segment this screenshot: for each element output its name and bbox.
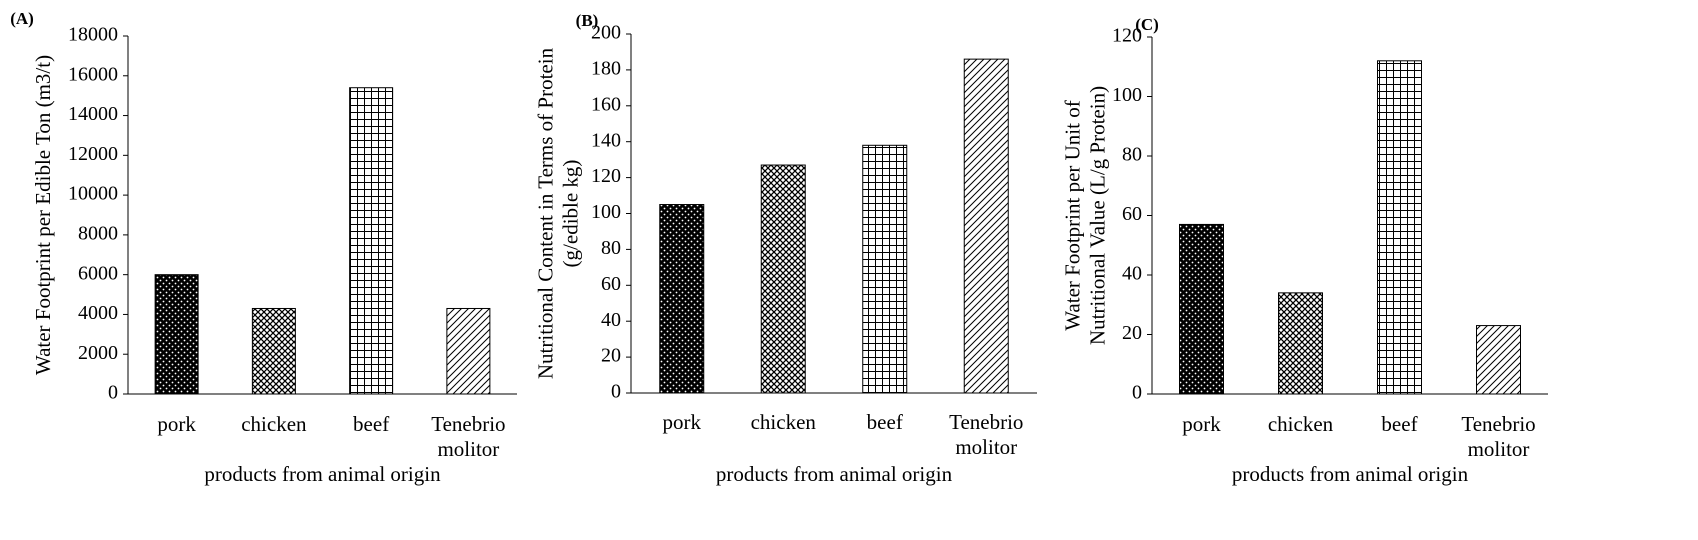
category-label: Tenebrio [431,412,505,436]
category-label: pork [157,412,196,436]
y-tick-label: 120 [591,165,621,187]
y-axis-title: (g/edible kg) [558,160,582,268]
y-tick-label: 60 [1122,203,1142,225]
bar-beef [862,144,908,394]
y-axis-title: Water Footprint per Unit of [1060,100,1084,330]
y-axis-title: Nutritional Value (L/g Protein) [1085,86,1109,345]
chart-panel-1: (B) 0 20 40 60 80 100 120 140 160 180 200 pork chicke… [533,11,1037,486]
category-label: chicken [241,412,307,436]
bar-chicken [251,307,296,395]
y-tick-label: 80 [1122,144,1142,166]
category-label: Tenebrio [949,410,1023,434]
bar-chicken [760,164,806,394]
bar-tenebrio-molitor [963,58,1009,394]
category-label: Tenebrio [1461,412,1535,436]
category-label: beef [867,410,903,434]
x-axis-title: products from animal origin [1232,462,1469,486]
x-axis-title: products from animal origin [204,462,441,486]
y-tick-label: 10000 [68,183,118,205]
bar-tenebrio-molitor [1476,325,1521,395]
y-tick-label: 40 [601,309,621,331]
y-tick-label: 60 [601,273,621,295]
category-label: beef [353,412,389,436]
category-label: molitor [955,435,1017,459]
y-tick-label: 140 [591,129,621,151]
y-tick-label: 120 [1112,25,1142,47]
y-tick-label: 100 [1112,84,1142,106]
panel-label: (B) [576,11,599,30]
y-tick-label: 100 [591,201,621,223]
y-tick-label: 16000 [68,63,118,85]
y-tick-label: 14000 [68,103,118,125]
category-label: pork [1182,412,1221,436]
bar-beef [1377,60,1422,395]
y-tick-label: 20 [1122,322,1142,344]
y-tick-label: 12000 [68,143,118,165]
bar-tenebrio-molitor [446,307,491,395]
y-tick-label: 0 [108,382,118,404]
category-label: molitor [1468,437,1530,461]
y-tick-label: 160 [591,93,621,115]
y-tick-label: 180 [591,57,621,79]
category-label: chicken [1268,412,1334,436]
y-tick-label: 0 [1132,382,1142,404]
chart-panel-0: (A) 0 2000 4000 6000 8000 10000 12000 14000 16000… [10,9,517,486]
bar-beef [349,87,394,395]
y-tick-label: 6000 [78,262,118,284]
y-tick-label: 4000 [78,302,118,324]
y-axis-title: Nutritional Content in Terms of Protein [533,47,557,379]
x-axis-title: products from animal origin [716,462,953,486]
y-tick-label: 80 [601,237,621,259]
y-tick-label: 40 [1122,263,1142,285]
bar-pork [154,274,199,395]
y-tick-label: 8000 [78,222,118,244]
y-tick-label: 200 [591,22,621,44]
y-tick-label: 0 [611,381,621,403]
y-tick-label: 20 [601,345,621,367]
category-label: chicken [751,410,817,434]
bar-pork [1179,223,1224,395]
bar-pork [659,204,705,394]
chart-panel-2: (C) 0 20 40 60 80 100 120 pork chicken beef Tenebri… [1060,15,1548,486]
category-label: beef [1381,412,1417,436]
bar-chicken [1278,292,1323,395]
y-tick-label: 18000 [68,24,118,46]
panel-label: (A) [10,9,34,28]
y-tick-label: 2000 [78,342,118,364]
category-label: molitor [437,437,499,461]
category-label: pork [663,410,702,434]
panel-label: (C) [1135,15,1159,34]
y-axis-title: Water Footprint per Edible Ton (m3/t) [31,55,55,375]
